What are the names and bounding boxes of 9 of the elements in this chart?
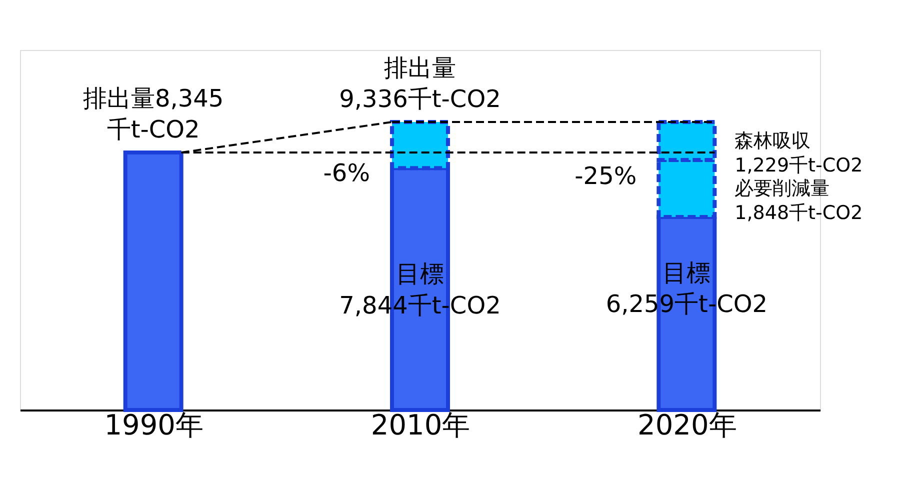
annotation: 必要削減量 1,848千t-CO2 — [734, 178, 863, 224]
annotation: 森林吸収 1,229千t-CO2 — [734, 130, 863, 177]
x-tick-label: 2010年 — [370, 408, 470, 442]
annotation: -6% — [323, 159, 370, 188]
annotation: -25% — [574, 162, 637, 190]
annotation: 排出量8,345 千t-CO2 — [82, 84, 224, 144]
x-tick-label: 2020年 — [638, 408, 737, 442]
x-tick-label: 1990年 — [104, 408, 204, 442]
text: 排出量 9,336千t-CO2 — [339, 54, 501, 113]
